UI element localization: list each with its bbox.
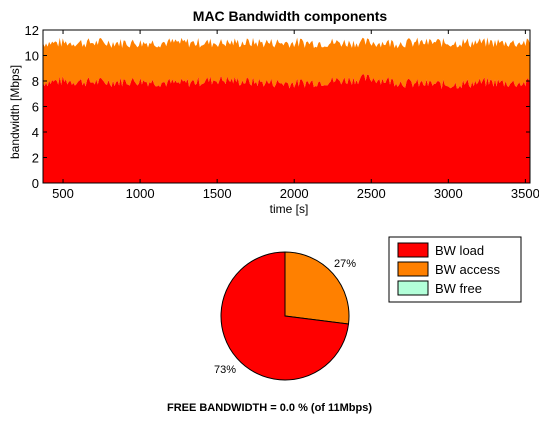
axes: 500 1000 1500 2000 2500 3000 3500 0 2 4 6 8 10 12 — [25, 23, 539, 201]
y-tick-label: 6 — [32, 100, 39, 115]
pie-labels: 27% 73% — [214, 258, 356, 376]
plot-area — [43, 37, 530, 183]
y-tick-label: 4 — [32, 125, 39, 140]
x-tick-label: 3500 — [511, 186, 539, 201]
legend-label-bw-free: BW free — [435, 281, 482, 296]
series-area-bw-access — [43, 37, 530, 90]
series-area-bw-load — [43, 74, 530, 183]
x-tick-label: 500 — [52, 186, 74, 201]
pie-label-bw-load: 73% — [214, 364, 236, 376]
x-tick-label: 1000 — [126, 186, 155, 201]
legend-label-bw-load: BW load — [435, 243, 484, 258]
y-tick-label: 8 — [32, 74, 39, 89]
pie-chart: 27% 73% — [214, 251, 356, 381]
legend: BW load BW access BW free — [388, 236, 522, 303]
pie-slice-bw-access — [284, 251, 350, 325]
y-tick-label: 2 — [32, 151, 39, 166]
x-tick-label: 3000 — [434, 186, 463, 201]
x-axis-label: time [s] — [270, 202, 309, 216]
legend-label-bw-access: BW access — [435, 262, 501, 277]
legend-swatch-bw-load — [397, 242, 429, 258]
chart-title: MAC Bandwidth components — [193, 8, 388, 24]
pie-slices — [220, 251, 350, 381]
pie-slice-bw-load — [220, 251, 350, 381]
area-chart: MAC Bandwidth components 500 1000 1500 2000… — [8, 8, 539, 216]
legend-items: BW load BW access BW free — [397, 242, 501, 296]
y-tick-label: 0 — [32, 176, 39, 191]
y-tick-label: 10 — [25, 49, 39, 64]
legend-swatch-bw-access — [397, 261, 429, 277]
footer-free-bandwidth: FREE BANDWIDTH = 0.0 % (of 11Mbps) — [166, 402, 373, 414]
y-tick-label: 12 — [25, 23, 39, 38]
x-tick-label: 2500 — [357, 186, 386, 201]
y-axis-label: bandwidth [Mbps] — [8, 65, 22, 159]
legend-swatch-bw-free — [397, 280, 429, 296]
pie-label-bw-access: 27% — [334, 258, 356, 270]
x-tick-label: 1500 — [203, 186, 232, 201]
x-tick-label: 2000 — [280, 186, 309, 201]
